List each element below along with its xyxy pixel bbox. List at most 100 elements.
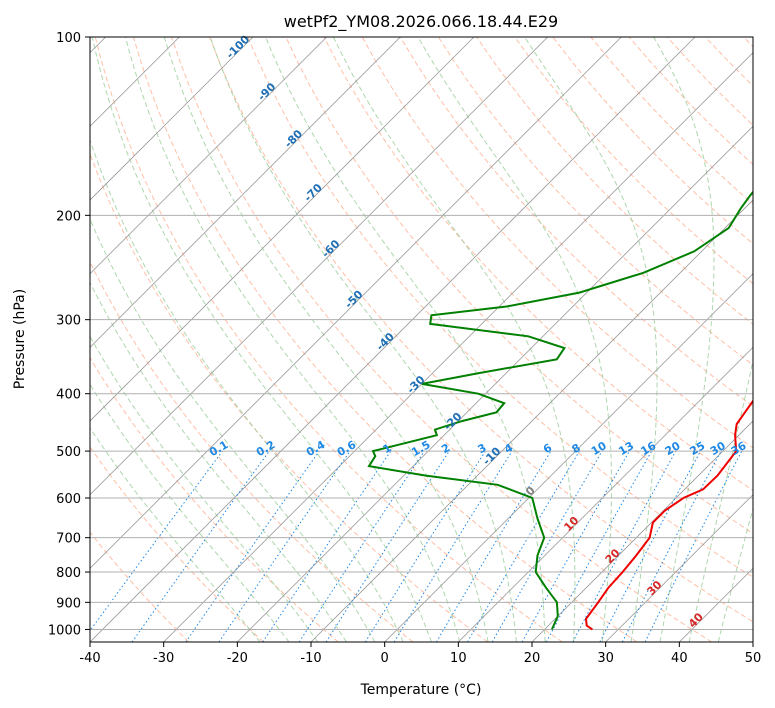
mixing-ratio-line [131, 450, 270, 642]
y-tick-label: 700 [56, 532, 81, 547]
moist-adiabat [90, 383, 290, 642]
dewpoint-profile-line [367, 190, 753, 630]
dry-adiabat [90, 356, 339, 642]
moist-adiabat [209, 37, 517, 642]
isotherm-label: -90 [255, 80, 278, 103]
dry-adiabat [132, 37, 638, 642]
moist-adiabat [163, 37, 489, 642]
moist-adiabat [417, 37, 612, 642]
isotherm-label: -60 [319, 237, 342, 260]
temperature-profile-line [584, 399, 753, 631]
mixing-ratio-label: 13 [616, 439, 636, 458]
chart-title: wetPf2_YM08.2026.066.18.44.E29 [284, 12, 558, 32]
moist-adiabat [90, 427, 261, 642]
dry-adiabat [476, 37, 753, 325]
mixing-ratio-line [572, 450, 677, 642]
mixing-ratio-label: 6 [541, 441, 554, 456]
moist-adiabat [90, 281, 347, 642]
moist-adiabat [90, 217, 376, 642]
mixing-ratio-line [262, 450, 392, 642]
isotherm-label: -50 [342, 288, 365, 311]
profile-lines [367, 190, 753, 631]
mixing-ratio-line [521, 450, 630, 642]
isotherm-line [605, 494, 753, 642]
mixing-ratio-line [298, 450, 425, 642]
isotherm-line [384, 273, 753, 642]
isotherm-line [163, 52, 753, 642]
isotherm-label: 30 [645, 578, 665, 598]
mixing-ratio-line [599, 450, 701, 642]
isotherm-label: 10 [561, 514, 581, 534]
y-tick-label: 800 [56, 566, 81, 581]
y-tick-label: 400 [56, 388, 81, 403]
isotherm-line [752, 641, 753, 642]
moist-adiabat [91, 37, 432, 642]
dry-adiabat [704, 37, 753, 87]
mixing-ratio-line [393, 450, 513, 642]
dry-adiabat [514, 37, 753, 285]
pressure-grid [90, 37, 753, 630]
x-tick-label: 50 [745, 651, 762, 666]
mixing-ratio-label: 2 [439, 441, 452, 456]
mixing-ratio-label: 8 [570, 441, 583, 456]
mixing-ratio-label: 30 [708, 439, 728, 458]
isotherm-line [310, 199, 753, 642]
axes: -40 -30 -20 -10 0 10 20 30 40 50 1000 900 800 700 600 5… [48, 31, 761, 666]
isotherm-line [90, 37, 696, 642]
mixing-ratio-line [644, 450, 743, 642]
plot-frame [89, 36, 754, 643]
moist-adiabat [688, 358, 753, 642]
dry-adiabat [743, 37, 753, 48]
isotherm-line [90, 37, 401, 348]
y-tick-label: 200 [56, 209, 81, 224]
isotherm-line [90, 37, 548, 496]
dry-adiabat [552, 37, 753, 245]
isotherm-line [531, 420, 753, 642]
mixing-ratio-line [325, 450, 450, 642]
mixing-ratio-line [545, 450, 653, 642]
isotherm-line [90, 37, 327, 275]
y-tick-label: 500 [56, 445, 81, 460]
isotherm-line [458, 346, 753, 642]
x-tick-label: 30 [597, 651, 614, 666]
moist-adiabat [653, 37, 715, 642]
y-tick-label: 1000 [48, 623, 81, 638]
mixing-ratio-label: 25 [688, 439, 708, 458]
dry-adiabat [90, 152, 488, 642]
mixing-ratio-line [218, 450, 351, 642]
x-tick-label: -20 [227, 651, 248, 666]
dry-adiabat [209, 37, 753, 623]
dry-adiabat [171, 37, 712, 642]
dry-adiabat [399, 37, 753, 407]
moist-adiabat [125, 37, 461, 642]
isotherm-label: -70 [302, 181, 325, 204]
dry-adiabat [94, 37, 563, 642]
isotherm-label: -30 [404, 373, 427, 396]
isotherm-line [90, 37, 622, 569]
line-labels: 0.1 0.2 0.4 0.6 1 1.5 2 3 4 6 8 10 13 16 20 25 30 36-100-… [207, 33, 749, 631]
dry-adiabat [90, 531, 190, 642]
mixing-ratio-label: 0.6 [335, 438, 359, 459]
y-axis-label: Pressure (hPa) [12, 289, 28, 389]
y-tick-label: 300 [56, 314, 81, 329]
y-tick-label: 100 [56, 31, 81, 46]
mixing-ratio-label: 0.4 [304, 438, 328, 459]
isotherm-line [90, 37, 475, 422]
x-tick-label: -10 [300, 651, 321, 666]
moist-adiabat [524, 37, 658, 642]
mixing-ratio-line [621, 450, 722, 642]
mixing-ratio-label: 10 [589, 439, 609, 458]
moist-adiabat [90, 335, 319, 642]
dry-adiabat [90, 446, 264, 642]
y-tick-label: 600 [56, 492, 81, 507]
isotherm-label: -20 [441, 410, 464, 433]
isotherm-label: -80 [282, 127, 305, 150]
mixing-ratio-label: 20 [663, 439, 683, 458]
moist-adiabat [332, 37, 576, 642]
mixing-ratio-label: 0.2 [254, 438, 277, 459]
dry-adiabat [323, 37, 753, 491]
dry-adiabat [666, 37, 753, 126]
x-tick-label: -40 [79, 651, 100, 666]
isotherm-line [679, 567, 753, 642]
